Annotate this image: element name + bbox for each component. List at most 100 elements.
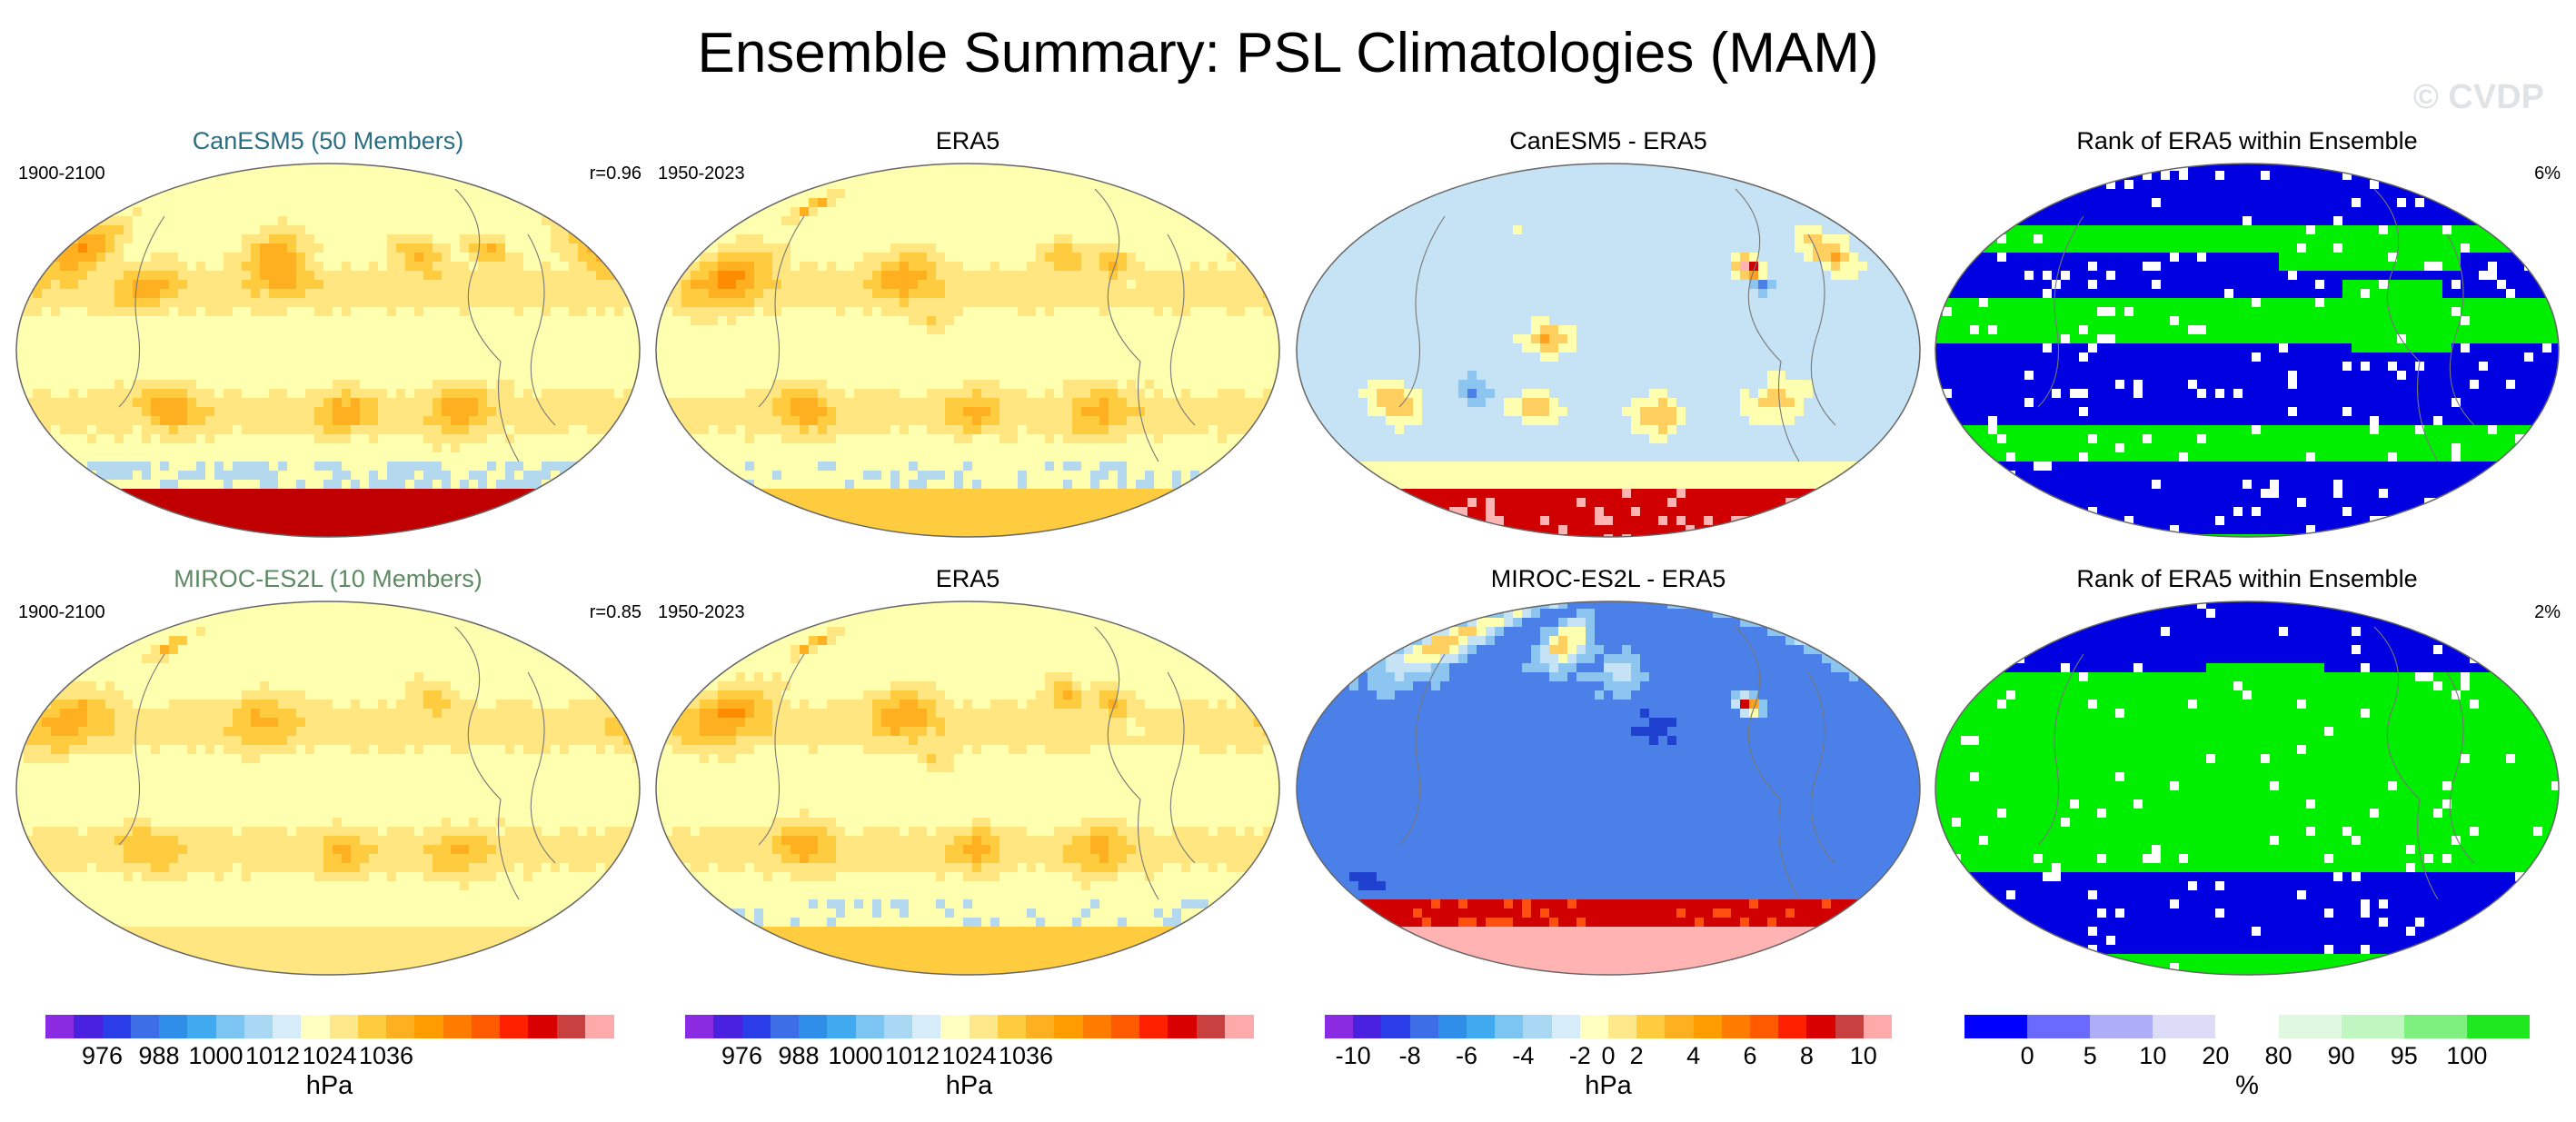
model-2-climatology-coastlines [118, 626, 556, 900]
colorbar-swatch [827, 1015, 856, 1038]
colorbar-swatch [1863, 1015, 1893, 1038]
colorbar-swatch [1467, 1015, 1496, 1038]
colorbar-swatch [1495, 1015, 1524, 1038]
colorbar-swatch [159, 1015, 188, 1038]
rank-2-coastlines [2037, 626, 2475, 900]
colorbar-tick-label: 10 [1850, 1042, 1877, 1070]
model-2-difference-map-border [1296, 601, 1921, 976]
colorbar-tick-label: 988 [778, 1042, 819, 1070]
colorbar-swatch [2090, 1015, 2153, 1038]
diff-colorbar: -10 -8 -6 -4 -2 0 2 4 6 8 10 hPa [1325, 1015, 1893, 1115]
colorbar-tick-label: 1012 [245, 1042, 300, 1070]
colorbar-swatch [1721, 1015, 1751, 1038]
colorbar-tick-label: 6 [1743, 1042, 1756, 1070]
model-1-difference-map-border [1296, 163, 1921, 538]
rank-2-map-border [1934, 601, 2560, 976]
colorbar-unit-label: hPa [946, 1071, 993, 1101]
colorbar-swatch [1523, 1015, 1553, 1038]
colorbar-swatch [1110, 1015, 1140, 1038]
model-1-climatology-map [15, 163, 641, 538]
obs-1-climatology-map [655, 163, 1280, 538]
colorbar-swatch [940, 1015, 970, 1038]
colorbar-swatch [443, 1015, 472, 1038]
colorbar-swatch [713, 1015, 742, 1038]
colorbar-swatch [1325, 1015, 1354, 1038]
colorbar-swatch [1693, 1015, 1723, 1038]
colorbar-swatch [1579, 1015, 1609, 1038]
colorbar-swatch [2341, 1015, 2405, 1038]
colorbar-swatch [1409, 1015, 1439, 1038]
model-1-difference-title: CanESM5 - ERA5 [1295, 127, 1922, 155]
colorbar-swatch [1778, 1015, 1807, 1038]
obs-1-climatology-map-border [655, 163, 1280, 538]
model-2-climatology-map-border [15, 601, 641, 976]
colorbar-swatch [1224, 1015, 1254, 1038]
colorbar-swatch [130, 1015, 160, 1038]
colorbar-tick-label: 0 [1601, 1042, 1615, 1070]
colorbar-tick-label: 4 [1686, 1042, 1700, 1070]
colorbar-tick-label: 95 [2391, 1042, 2418, 1070]
colorbar-tick-label: 80 [2265, 1042, 2293, 1070]
colorbar-tick-label: 1036 [999, 1042, 1053, 1070]
colorbar-swatch [1964, 1015, 2028, 1038]
rank-2-stat-label: 2% [2379, 602, 2561, 623]
model-2-climatology-map [15, 601, 641, 976]
colorbar-swatch [741, 1015, 771, 1038]
colorbar-swatch [273, 1015, 302, 1038]
colorbar-swatch [997, 1015, 1027, 1038]
colorbar-unit-label: hPa [306, 1071, 353, 1101]
colorbar-tick-label: 976 [721, 1042, 762, 1070]
colorbar-tick-label: -2 [1569, 1042, 1591, 1070]
obs-2-climatology-coastlines [758, 626, 1196, 900]
colorbar-swatch [584, 1015, 614, 1038]
colorbar-swatch [1608, 1015, 1637, 1038]
colorbar-swatch [2278, 1015, 2342, 1038]
colorbar-swatch [1750, 1015, 1779, 1038]
colorbar-swatch [528, 1015, 557, 1038]
colorbar-unit-label: % [2235, 1071, 2259, 1101]
colorbar-swatch [215, 1015, 245, 1038]
colorbar-swatch [912, 1015, 941, 1038]
rank-colorbar: 0 5 10 20 80 90 95 100% [1964, 1015, 2531, 1115]
colorbar-swatch [883, 1015, 913, 1038]
colorbar-swatch [329, 1015, 359, 1038]
colorbar-swatch [1665, 1015, 1695, 1038]
colorbar-swatch [244, 1015, 274, 1038]
colorbar-tick-label: 5 [2084, 1042, 2097, 1070]
rank-1-coastlines [2037, 188, 2475, 462]
model-2-climatology-stat-label: r=0.85 [460, 602, 642, 623]
rank-1-title: Rank of ERA5 within Ensemble [1934, 127, 2561, 155]
colorbar-tick-label: 988 [138, 1042, 179, 1070]
model-1-climatology-stat-label: r=0.96 [460, 164, 642, 184]
colorbar-swatch [1381, 1015, 1411, 1038]
psl-colorbar-1: 976 988 1000 1012 1024 1036 hPa [45, 1015, 614, 1115]
obs-2-climatology-title: ERA5 [654, 565, 1281, 593]
colorbar-swatch [2215, 1015, 2280, 1038]
colorbar-swatch [74, 1015, 103, 1038]
model-2-climatology-title: MIROC-ES2L (10 Members) [15, 565, 642, 593]
model-1-climatology-map-border [15, 163, 641, 538]
colorbar-swatch [1196, 1015, 1226, 1038]
colorbar-tick-label: -4 [1512, 1042, 1534, 1070]
colorbar-tick-label: 1012 [885, 1042, 940, 1070]
model-2-climatology-period-label: 1900-2100 [18, 602, 105, 623]
colorbar-swatch [855, 1015, 885, 1038]
colorbar-tick-label: -8 [1399, 1042, 1421, 1070]
colorbar-swatch [1168, 1015, 1197, 1038]
colorbar-tick-label: 10 [2139, 1042, 2166, 1070]
colorbar-swatch [471, 1015, 501, 1038]
rank-1-stat-label: 6% [2379, 164, 2561, 184]
figure-title: Ensemble Summary: PSL Climatologies (MAM… [0, 13, 2576, 94]
colorbar-swatch [1139, 1015, 1169, 1038]
model-1-difference-map [1296, 163, 1921, 538]
colorbar-tick-label: 8 [1800, 1042, 1814, 1070]
colorbar-swatch [770, 1015, 800, 1038]
colorbar-swatch [1551, 1015, 1581, 1038]
colorbar-tick-label: 1024 [302, 1042, 356, 1070]
rank-2-field [1935, 601, 2559, 975]
model-1-difference-coastlines [1398, 188, 1836, 462]
obs-1-climatology-period-label: 1950-2023 [658, 164, 745, 184]
obs-2-climatology-period-label: 1950-2023 [658, 602, 745, 623]
colorbar-swatch [301, 1015, 330, 1038]
colorbar-swatch [2027, 1015, 2091, 1038]
